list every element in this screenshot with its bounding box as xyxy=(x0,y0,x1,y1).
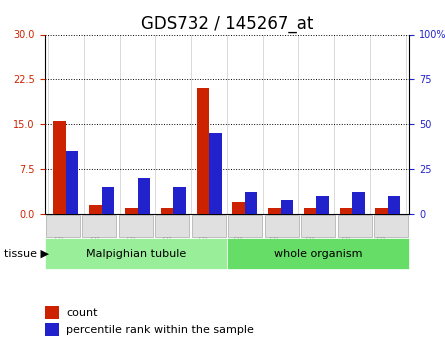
Bar xyxy=(191,215,226,237)
Bar xyxy=(337,215,372,237)
Bar xyxy=(388,196,401,214)
Bar xyxy=(232,202,245,214)
Text: percentile rank within the sample: percentile rank within the sample xyxy=(66,325,254,335)
Bar xyxy=(155,215,190,237)
Bar xyxy=(268,208,281,214)
Bar xyxy=(228,215,263,237)
Bar xyxy=(44,306,59,319)
Text: tissue ▶: tissue ▶ xyxy=(4,249,49,258)
Bar xyxy=(102,187,114,214)
Bar xyxy=(66,151,78,214)
Bar xyxy=(227,238,409,269)
Bar xyxy=(125,208,138,214)
Bar xyxy=(197,88,209,214)
Bar xyxy=(352,193,365,214)
Text: count: count xyxy=(66,308,98,317)
Bar xyxy=(44,238,227,269)
Bar xyxy=(316,196,329,214)
Bar xyxy=(264,215,299,237)
Bar xyxy=(45,215,80,237)
Bar xyxy=(53,121,66,214)
Bar xyxy=(44,323,59,336)
Bar xyxy=(138,178,150,214)
Bar xyxy=(245,193,257,214)
Bar xyxy=(82,215,117,237)
Text: Malpighian tubule: Malpighian tubule xyxy=(85,249,186,258)
Bar xyxy=(173,187,186,214)
Bar xyxy=(161,208,173,214)
Bar xyxy=(304,208,316,214)
Bar xyxy=(340,208,352,214)
Bar xyxy=(209,133,222,214)
Bar xyxy=(374,215,409,237)
Bar xyxy=(281,199,293,214)
Bar xyxy=(301,215,336,237)
Title: GDS732 / 145267_at: GDS732 / 145267_at xyxy=(141,15,313,33)
Bar xyxy=(376,208,388,214)
Bar xyxy=(118,215,153,237)
Bar xyxy=(89,205,102,214)
Text: whole organism: whole organism xyxy=(274,249,362,258)
